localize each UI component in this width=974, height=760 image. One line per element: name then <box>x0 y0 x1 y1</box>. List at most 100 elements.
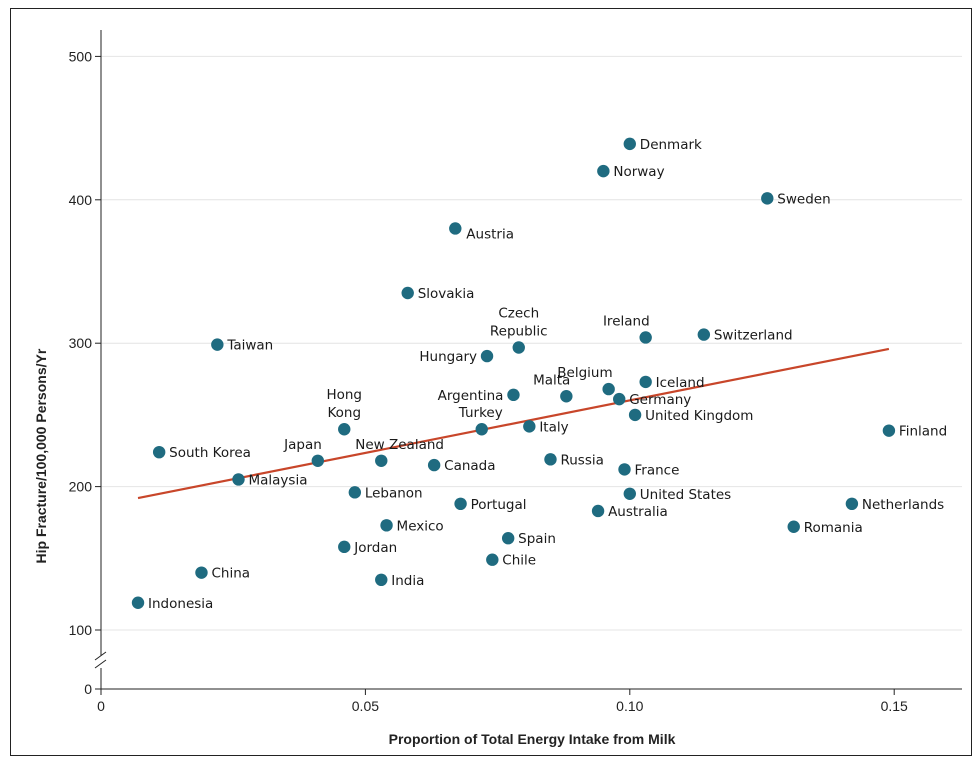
point-south-korea <box>152 445 166 459</box>
point-russia <box>544 453 557 466</box>
point-label-ireland: Ireland <box>603 313 650 329</box>
point-austria <box>449 222 462 235</box>
y-axis-title: Hip Fracture/100,000 Persons/Yr <box>33 348 49 563</box>
point-switzerland <box>697 328 711 341</box>
point-label-line: Hong <box>326 387 362 403</box>
y-tick-label: 100 <box>69 622 93 638</box>
point-jordan <box>338 540 351 554</box>
point-united-states <box>623 487 636 500</box>
point-argentina <box>507 388 520 402</box>
point-label-switzerland: Switzerland <box>714 328 793 344</box>
point-malta <box>560 390 573 403</box>
y-tick-label: 200 <box>69 479 93 495</box>
x-tick-label: 0 <box>97 698 105 714</box>
point-label-iceland: Iceland <box>656 375 705 391</box>
axis-break-mark <box>94 651 107 661</box>
point-label-romania: Romania <box>804 520 863 536</box>
point-labels: Denmark Norway Sweden Austria Slovakia Czech R… <box>148 137 947 612</box>
point-hungary <box>480 349 494 363</box>
point-label-netherlands: Netherlands <box>862 497 944 513</box>
figure-frame <box>10 8 972 756</box>
gridlines <box>101 55 962 631</box>
point-label-slovakia: Slovakia <box>418 286 475 302</box>
point-ireland <box>639 331 652 344</box>
point-indonesia <box>131 596 145 609</box>
x-tick-label: 0.05 <box>352 698 379 714</box>
point-label-united-states: United States <box>640 487 731 503</box>
point-india <box>375 573 388 587</box>
point-label-hungary: Hungary <box>419 349 477 365</box>
y-tick-label: 300 <box>69 335 93 351</box>
trend-line-group <box>137 347 890 500</box>
point-romania <box>787 520 800 533</box>
point-label-germany: Germany <box>629 392 691 408</box>
y-tick-label: 400 <box>69 192 93 208</box>
point-united-kingdom <box>628 408 642 422</box>
point-denmark <box>623 137 636 151</box>
point-taiwan <box>211 338 224 351</box>
point-new-zealand <box>375 454 388 467</box>
point-label-india: India <box>391 573 424 589</box>
point-label-mexico: Mexico <box>397 518 444 534</box>
point-malaysia <box>232 473 245 486</box>
point-belgium <box>602 382 615 396</box>
point-china <box>195 566 208 579</box>
point-chile <box>486 553 499 566</box>
point-label-norway: Norway <box>613 164 664 180</box>
x-tick-label: 0.10 <box>616 698 643 714</box>
point-japan <box>311 454 325 467</box>
point-label-malta: Malta <box>533 372 570 388</box>
point-label-belgium: Belgium <box>557 365 612 381</box>
point-label-lebanon: Lebanon <box>365 485 423 501</box>
y-tick-label: 500 <box>69 48 93 64</box>
point-label-france: France <box>635 462 680 478</box>
point-label-argentina: Argentina <box>438 388 504 404</box>
point-label-italy: Italy <box>539 419 568 435</box>
point-label-china: China <box>211 566 250 582</box>
point-label-new-zealand: New Zealand <box>355 437 444 453</box>
y-tick-label: 0 <box>84 681 92 697</box>
trend-line <box>137 347 890 500</box>
point-label-line: Kong <box>327 405 361 421</box>
point-portugal <box>454 497 467 511</box>
point-australia <box>591 504 605 518</box>
point-label-indonesia: Indonesia <box>148 596 213 612</box>
point-label-japan: Japan <box>283 437 322 453</box>
point-label-sweden: Sweden <box>777 191 830 207</box>
point-slovakia <box>401 286 414 300</box>
point-czech-republic <box>512 341 525 354</box>
point-label-austria: Austria <box>466 226 514 242</box>
point-label-united-kingdom: United Kingdom <box>645 408 753 424</box>
point-label-south-korea: South Korea <box>169 445 251 461</box>
point-label-denmark: Denmark <box>640 137 702 153</box>
point-iceland <box>639 375 652 389</box>
point-france <box>618 463 631 476</box>
data-points <box>131 137 896 609</box>
point-canada <box>427 458 441 472</box>
point-label-line: Republic <box>490 324 548 340</box>
point-label-chile: Chile <box>502 553 536 569</box>
axis-break-mark <box>94 659 107 669</box>
point-italy <box>523 420 536 433</box>
point-mexico <box>380 519 393 532</box>
point-label-line: Czech <box>498 306 539 322</box>
x-axis-title: Proportion of Total Energy Intake from M… <box>389 731 676 747</box>
point-label-spain: Spain <box>518 531 556 547</box>
point-label-taiwan: Taiwan <box>226 338 273 354</box>
point-label-finland: Finland <box>899 424 947 440</box>
point-label-hong-kong: Hong Kong <box>326 387 362 421</box>
point-netherlands <box>845 497 859 511</box>
point-finland <box>882 424 896 437</box>
point-lebanon <box>348 486 362 499</box>
point-sweden <box>761 192 774 205</box>
point-label-australia: Australia <box>608 504 668 520</box>
point-label-malaysia: Malaysia <box>248 472 307 488</box>
point-turkey <box>475 423 488 436</box>
point-label-portugal: Portugal <box>471 497 527 513</box>
point-label-russia: Russia <box>560 452 603 468</box>
point-norway <box>597 164 610 178</box>
point-germany <box>613 392 626 406</box>
point-label-turkey: Turkey <box>458 405 503 421</box>
point-label-czech-republic: Czech Republic <box>490 306 548 340</box>
